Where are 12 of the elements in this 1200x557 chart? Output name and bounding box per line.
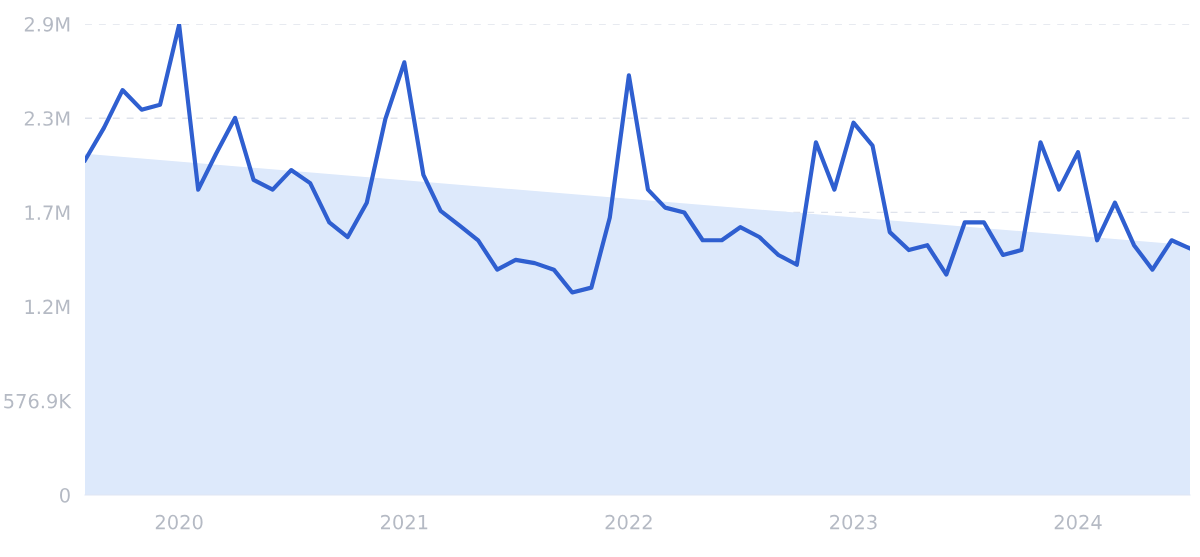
y-tick-label: 576.9K [4,393,72,409]
x-tick-label: 2022 [605,514,652,530]
x-tick-label: 2020 [155,514,203,530]
line-series [85,24,1190,295]
x-tick-label: 2021 [381,514,428,530]
y-tick-label: 2.3M [24,111,70,126]
x-tick-label: 2024 [1054,514,1102,530]
x-tick-label: 2023 [830,514,877,530]
y-tick-label: 1.2M [25,299,70,314]
y-tick-label: 0 [60,487,70,503]
y-tick-label: 1.7M [25,205,70,220]
y-tick-label: 2.9M [24,16,70,32]
